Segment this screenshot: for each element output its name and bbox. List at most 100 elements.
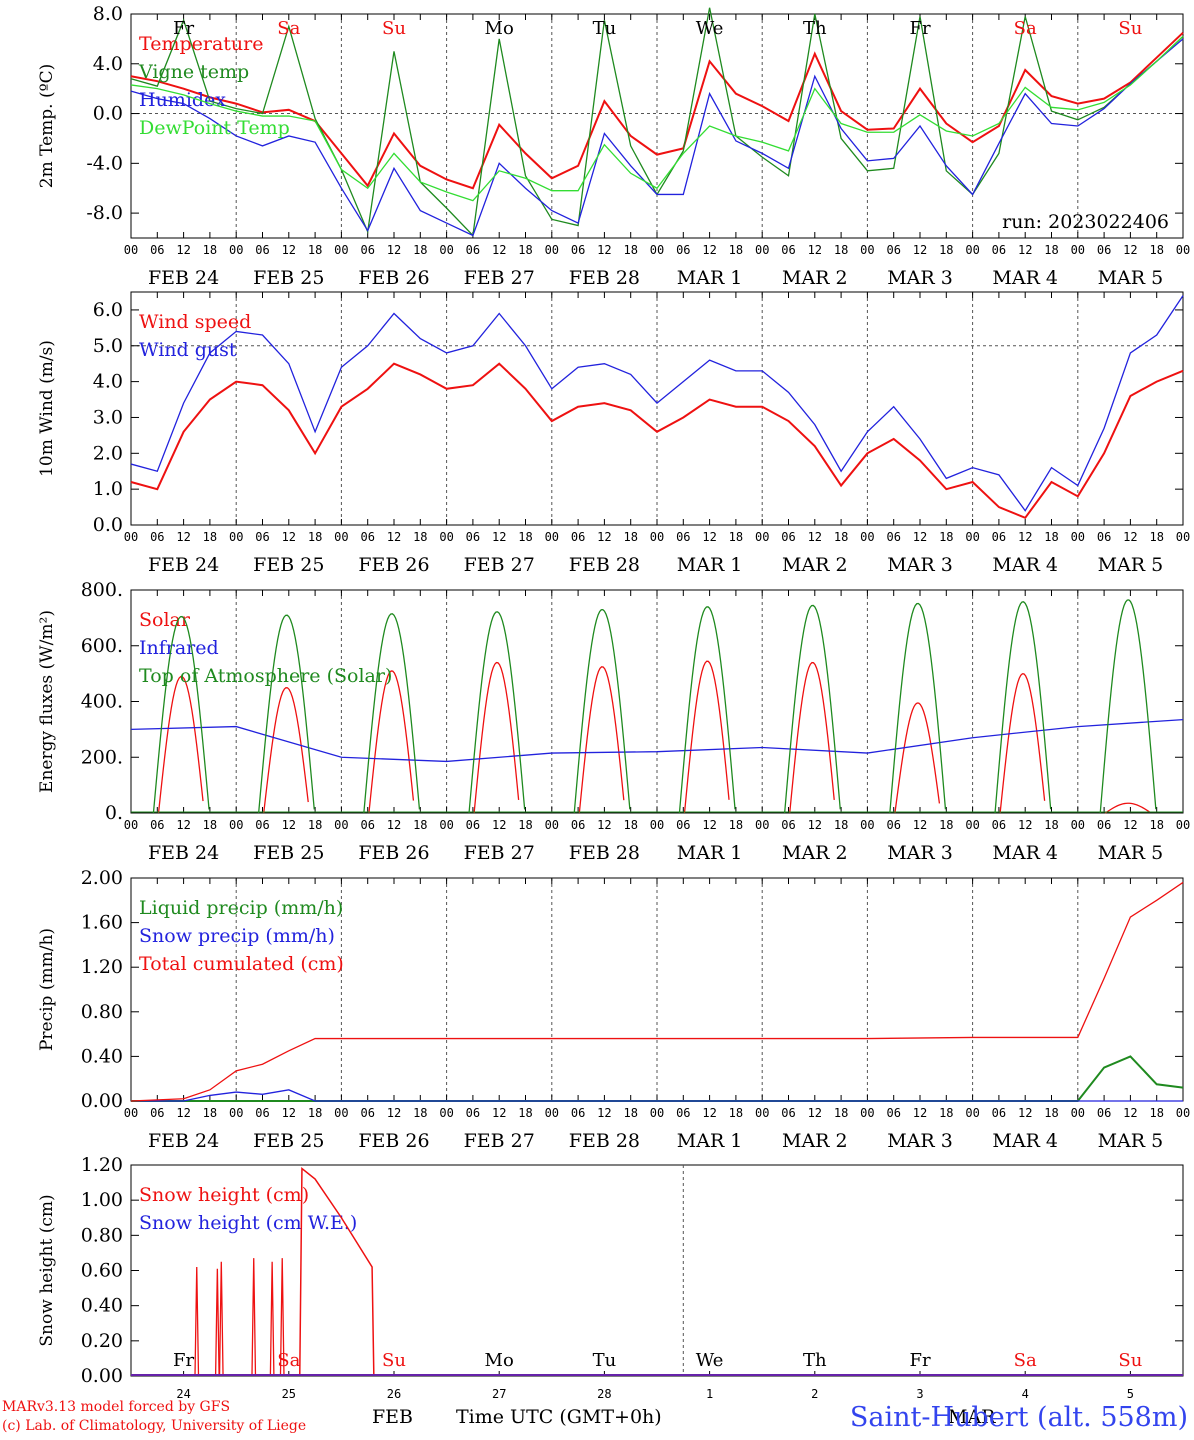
hour-tick-label: 06 <box>992 1106 1006 1120</box>
hour-tick-label: 00 <box>1176 243 1190 257</box>
hour-tick-label: 00 <box>650 1106 664 1120</box>
y-tick-label: 2.0 <box>93 442 123 464</box>
hour-tick-label: 12 <box>387 818 401 832</box>
day-number-label: 25 <box>282 1387 296 1401</box>
hour-tick-label: 00 <box>229 530 243 544</box>
hour-tick-label: 18 <box>413 243 427 257</box>
hour-tick-label: 18 <box>623 818 637 832</box>
hour-tick-label: 18 <box>729 530 743 544</box>
hour-tick-label: 06 <box>781 243 795 257</box>
hour-tick-label: 06 <box>781 1106 795 1120</box>
hour-tick-label: 18 <box>834 1106 848 1120</box>
hour-tick-label: 06 <box>676 243 690 257</box>
snow-weekday-label: Su <box>382 1350 406 1371</box>
date-label: MAR 4 <box>992 554 1058 576</box>
hour-tick-label: 12 <box>282 818 296 832</box>
y-tick-label: 1.0 <box>93 478 123 500</box>
snow-spike <box>194 1266 200 1377</box>
series-line-2 <box>573 608 631 814</box>
hour-tick-label: 18 <box>518 818 532 832</box>
day-number-label: 26 <box>387 1387 401 1401</box>
hour-tick-label: 00 <box>860 818 874 832</box>
series-line-2 <box>994 601 1052 814</box>
run-label: run: 2023022406 <box>1002 211 1169 233</box>
date-label: MAR 5 <box>1098 554 1164 576</box>
series-line-0 <box>157 675 204 814</box>
series-line-3 <box>130 35 1184 202</box>
legend-entry: Snow precip (mm/h) <box>139 925 335 947</box>
day-number-label: 4 <box>1022 1387 1029 1401</box>
legend-entry: Liquid precip (mm/h) <box>139 897 343 919</box>
date-label: FEB 27 <box>464 267 535 289</box>
y-tick-label: 4.0 <box>93 371 123 393</box>
day-number-label: 24 <box>176 1387 190 1401</box>
hour-tick-label: 12 <box>387 1106 401 1120</box>
series-line-2 <box>468 611 526 814</box>
hour-tick-label: 12 <box>913 530 927 544</box>
series-line-1 <box>130 718 1184 763</box>
station-title: Saint-Hubert (alt. 558m) <box>849 1402 1188 1433</box>
y-axis-label: 2m Temp. (ºC) <box>37 64 57 189</box>
legend-entry: Snow height (cm W.E.) <box>139 1212 357 1234</box>
series-line-0 <box>473 661 520 814</box>
date-label: MAR 4 <box>992 1130 1058 1152</box>
hour-tick-label: 00 <box>755 530 769 544</box>
hour-tick-label: 00 <box>965 1106 979 1120</box>
hour-tick-label: 12 <box>702 1106 716 1120</box>
hour-tick-label: 18 <box>1149 1106 1163 1120</box>
snow-weekday-label: Mo <box>485 1350 514 1371</box>
hour-tick-label: 18 <box>939 1106 953 1120</box>
hour-tick-label: 18 <box>1149 818 1163 832</box>
series-line-0 <box>789 661 835 814</box>
hour-tick-label: 12 <box>282 1106 296 1120</box>
hour-tick-label: 00 <box>124 530 138 544</box>
hour-tick-label: 12 <box>913 243 927 257</box>
date-label: FEB 24 <box>148 267 219 289</box>
y-tick-label: 2.00 <box>81 867 123 889</box>
hour-tick-label: 00 <box>1176 1106 1190 1120</box>
hour-tick-label: 00 <box>1071 1106 1085 1120</box>
hour-tick-label: 06 <box>150 243 164 257</box>
y-tick-label: 0.00 <box>81 1365 123 1387</box>
y-tick-label: 8.0 <box>93 3 123 25</box>
hour-tick-label: 12 <box>282 530 296 544</box>
hour-tick-label: 00 <box>755 243 769 257</box>
series-line-2 <box>152 615 210 814</box>
date-label: MAR 3 <box>887 267 953 289</box>
hour-tick-label: 06 <box>571 1106 585 1120</box>
hour-tick-label: 00 <box>860 1106 874 1120</box>
hour-tick-label: 12 <box>808 530 822 544</box>
date-label: MAR 1 <box>677 1130 743 1152</box>
y-tick-label: 0.0 <box>93 103 123 125</box>
day-number-label: 3 <box>916 1387 923 1401</box>
y-tick-label: 4.0 <box>93 53 123 75</box>
date-label: FEB 25 <box>253 554 324 576</box>
legend-entry: Temperature <box>139 33 263 55</box>
hour-tick-label: 00 <box>1071 243 1085 257</box>
hour-tick-label: 00 <box>439 243 453 257</box>
hour-tick-label: 12 <box>1123 243 1137 257</box>
date-label: FEB 28 <box>569 554 640 576</box>
y-tick-label: 1.20 <box>81 956 123 978</box>
snow-spike <box>251 1258 257 1377</box>
series-line-2 <box>783 604 841 814</box>
hour-tick-label: 12 <box>702 530 716 544</box>
hour-tick-label: 12 <box>282 243 296 257</box>
legend-entry: Solar <box>139 609 191 631</box>
day-number-label: 2 <box>811 1387 818 1401</box>
y-tick-label: 0.0 <box>93 514 123 536</box>
hour-tick-label: 06 <box>886 818 900 832</box>
hour-tick-label: 12 <box>176 243 190 257</box>
hour-tick-label: 12 <box>597 818 611 832</box>
date-label: FEB 27 <box>464 1130 535 1152</box>
y-tick-label: 0.80 <box>81 1001 123 1023</box>
hour-tick-label: 06 <box>360 1106 374 1120</box>
hour-tick-label: 18 <box>939 818 953 832</box>
day-number-label: 1 <box>706 1387 713 1401</box>
date-label: MAR 3 <box>887 842 953 864</box>
date-label: FEB 26 <box>358 554 429 576</box>
hour-tick-label: 00 <box>334 1106 348 1120</box>
hour-tick-label: 12 <box>1018 243 1032 257</box>
hour-tick-label: 06 <box>150 1106 164 1120</box>
snow-weekday-label: We <box>696 1350 724 1371</box>
